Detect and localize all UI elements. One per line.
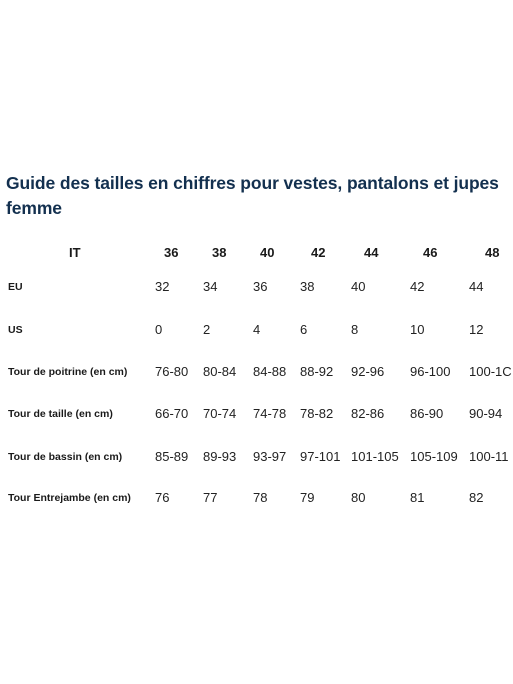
table-cell: 84-88 xyxy=(253,364,287,379)
table-cell: 70-74 xyxy=(203,406,237,421)
header-size: 48 xyxy=(485,245,500,260)
table-cell: 10 xyxy=(410,322,425,337)
table-cell: 36 xyxy=(253,279,268,294)
table-cell: 100-11 xyxy=(469,449,509,464)
table-row: Tour de poitrine (en cm) 76-80 80-84 84-… xyxy=(0,362,513,382)
table-cell: 97-101 xyxy=(300,449,341,464)
row-label: EU xyxy=(8,281,23,293)
table-cell: 100-1C xyxy=(469,364,512,379)
table-cell: 80 xyxy=(351,490,366,505)
table-row: Tour de bassin (en cm) 85-89 89-93 93-97… xyxy=(0,447,513,467)
row-label: Tour Entrejambe (en cm) xyxy=(8,492,131,504)
table-header-row: IT 36 38 40 42 44 46 48 xyxy=(0,243,513,263)
table-cell: 40 xyxy=(351,279,366,294)
table-cell: 12 xyxy=(469,322,484,337)
header-size: 38 xyxy=(212,245,227,260)
table-cell: 82 xyxy=(469,490,484,505)
table-cell: 85-89 xyxy=(155,449,189,464)
table-cell: 4 xyxy=(253,322,261,337)
table-row: Tour Entrejambe (en cm) 76 77 78 79 80 8… xyxy=(0,488,513,508)
table-cell: 76 xyxy=(155,490,170,505)
table-cell: 89-93 xyxy=(203,449,237,464)
table-cell: 0 xyxy=(155,322,163,337)
table-cell: 76-80 xyxy=(155,364,189,379)
table-cell: 88-92 xyxy=(300,364,334,379)
table-row: US 0 2 4 6 8 10 12 xyxy=(0,320,513,340)
table-cell: 90-94 xyxy=(469,406,503,421)
table-cell: 78 xyxy=(253,490,268,505)
header-size: 46 xyxy=(423,245,438,260)
table-cell: 66-70 xyxy=(155,406,189,421)
table-cell: 8 xyxy=(351,322,359,337)
header-size: 40 xyxy=(260,245,275,260)
header-size: 36 xyxy=(164,245,179,260)
table-cell: 92-96 xyxy=(351,364,385,379)
table-cell: 74-78 xyxy=(253,406,287,421)
row-label: US xyxy=(8,324,23,336)
table-cell: 79 xyxy=(300,490,315,505)
header-label-it: IT xyxy=(69,245,81,260)
table-cell: 77 xyxy=(203,490,218,505)
table-cell: 78-82 xyxy=(300,406,334,421)
row-label: Tour de poitrine (en cm) xyxy=(8,366,128,378)
table-cell: 34 xyxy=(203,279,218,294)
row-label: Tour de taille (en cm) xyxy=(8,408,113,420)
row-label: Tour de bassin (en cm) xyxy=(8,451,123,463)
table-cell: 105-109 xyxy=(410,449,458,464)
table-cell: 32 xyxy=(155,279,170,294)
table-cell: 80-84 xyxy=(203,364,237,379)
table-cell: 82-86 xyxy=(351,406,385,421)
table-cell: 81 xyxy=(410,490,425,505)
table-cell: 96-100 xyxy=(410,364,451,379)
table-cell: 2 xyxy=(203,322,211,337)
table-row: EU 32 34 36 38 40 42 44 xyxy=(0,277,513,297)
table-row: Tour de taille (en cm) 66-70 70-74 74-78… xyxy=(0,404,513,424)
table-cell: 93-97 xyxy=(253,449,287,464)
table-cell: 101-105 xyxy=(351,449,399,464)
table-cell: 38 xyxy=(300,279,315,294)
table-cell: 86-90 xyxy=(410,406,444,421)
page-title: Guide des tailles en chiffres pour veste… xyxy=(6,173,499,218)
table-cell: 6 xyxy=(300,322,308,337)
header-size: 44 xyxy=(364,245,379,260)
header-size: 42 xyxy=(311,245,326,260)
table-cell: 42 xyxy=(410,279,425,294)
table-cell: 44 xyxy=(469,279,484,294)
